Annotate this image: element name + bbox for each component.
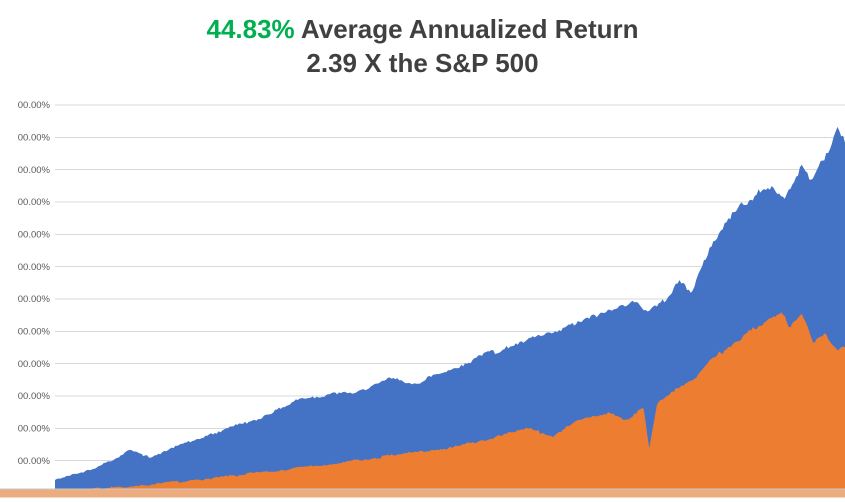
- y-axis-tick-label: 00.00%: [18, 456, 51, 467]
- y-axis-tick-label: 00.00%: [18, 262, 51, 273]
- y-axis-tick-label: 00.00%: [18, 327, 51, 338]
- chart-title-line2: 2.39 X the S&P 500: [306, 48, 539, 79]
- y-axis-tick-label: 00.00%: [18, 424, 51, 435]
- y-axis-tick-label: 00.00%: [18, 100, 51, 111]
- y-axis-tick-label: 00.00%: [18, 165, 51, 176]
- y-axis-tick-label: 00.00%: [18, 391, 51, 402]
- title-highlight: 44.83%: [206, 14, 295, 44]
- area-series-blue: [55, 126, 845, 494]
- title-rest: Average Annualized Return: [294, 14, 639, 44]
- area-series-orange: [55, 312, 845, 493]
- chart-title-line1: 44.83% Average Annualized Return: [0, 12, 845, 46]
- y-axis-tick-label: 00.00%: [18, 359, 51, 370]
- y-axis-tick-label: 00.00%: [18, 133, 51, 144]
- chart-title: 44.83% Average Annualized Return 2.39 X …: [0, 12, 845, 81]
- bottom-strip: [0, 489, 845, 498]
- y-axis-tick-label: 00.00%: [18, 294, 51, 305]
- y-axis-tick-label: 00.00%: [18, 230, 51, 241]
- y-axis-tick-label: 00.00%: [18, 197, 51, 208]
